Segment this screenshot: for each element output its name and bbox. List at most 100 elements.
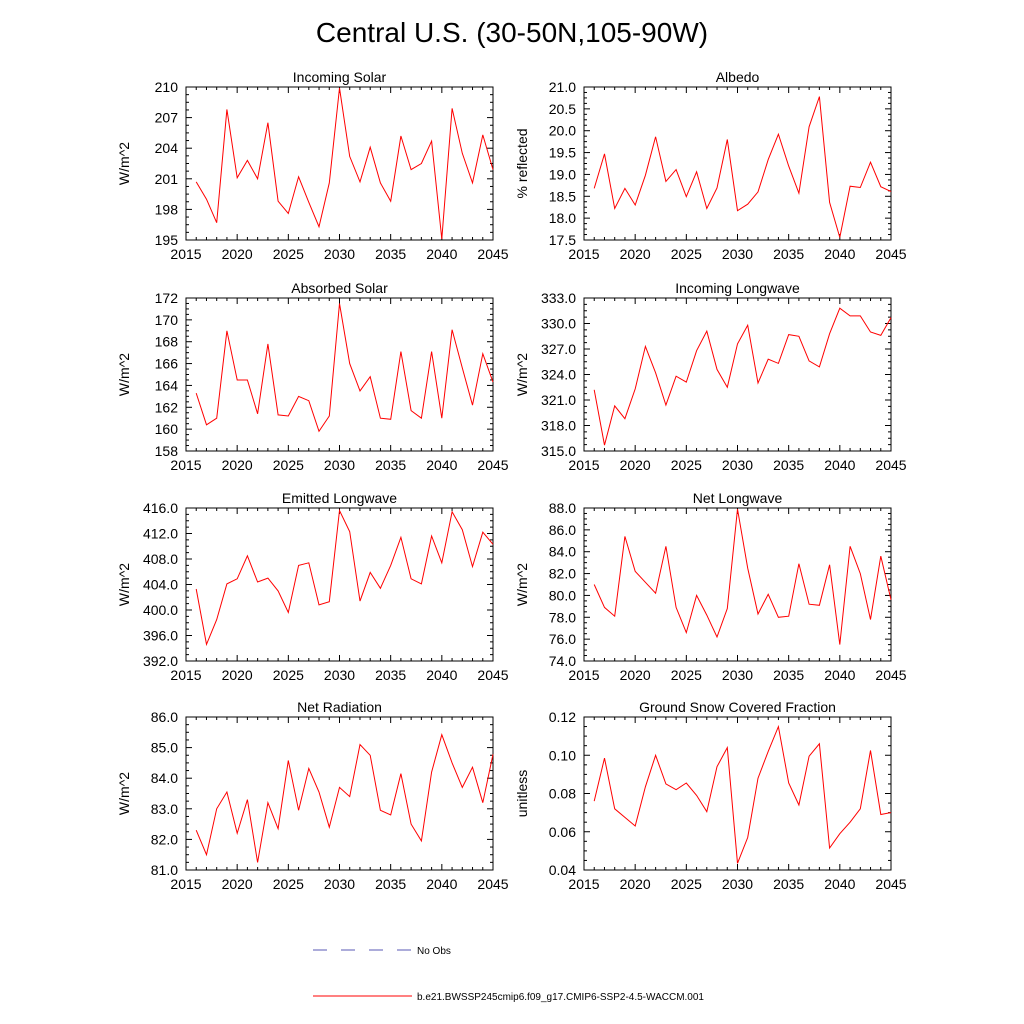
series-line <box>195 87 494 240</box>
x-tick-label: 2030 <box>324 457 355 473</box>
y-tick-label: 333.0 <box>541 290 576 306</box>
plot-frame <box>583 297 892 452</box>
y-axis-label: W/m^2 <box>116 772 132 815</box>
y-tick-label: 74.0 <box>549 653 576 669</box>
y-axis-label: W/m^2 <box>514 563 530 606</box>
chart-title: Albedo <box>716 69 760 85</box>
x-tick-label: 2030 <box>324 876 355 892</box>
x-tick-label: 2015 <box>568 876 599 892</box>
x-tick-label: 2045 <box>875 457 906 473</box>
y-tick-label: 17.5 <box>549 232 576 248</box>
y-tick-label: 160 <box>155 421 179 437</box>
y-tick-label: 164 <box>155 377 179 393</box>
y-tick-label: 412.0 <box>143 526 178 542</box>
y-tick-label: 85.0 <box>151 740 178 756</box>
x-tick-label: 2045 <box>477 876 508 892</box>
x-tick-label: 2015 <box>170 246 201 262</box>
x-tick-label: 2020 <box>222 876 253 892</box>
y-axis-label: W/m^2 <box>514 353 530 396</box>
x-tick-label: 2020 <box>222 667 253 683</box>
x-tick-label: 2020 <box>222 246 253 262</box>
chart-panel-3: Absorbed Solar W/m^2 2015 2020 2025 2030 2035 2… <box>116 280 509 473</box>
x-tick-label: 2020 <box>620 876 651 892</box>
x-tick-label: 2025 <box>671 876 702 892</box>
y-tick-label: 20.5 <box>549 101 576 117</box>
y-tick-label: 84.0 <box>151 770 178 786</box>
chart-title: Ground Snow Covered Fraction <box>639 699 836 715</box>
y-tick-label: 207 <box>155 110 179 126</box>
x-tick-label: 2040 <box>426 667 457 683</box>
series-line <box>593 96 892 238</box>
y-tick-label: 321.0 <box>541 392 576 408</box>
y-tick-label: 78.0 <box>549 609 576 625</box>
y-axis-label: W/m^2 <box>116 142 132 185</box>
y-tick-label: 21.0 <box>549 79 576 95</box>
x-tick-label: 2030 <box>324 246 355 262</box>
x-tick-label: 2025 <box>671 457 702 473</box>
chart-panel-2: Albedo % reflected 2015 2020 2025 2030 2035 204… <box>514 69 907 262</box>
x-tick-label: 2045 <box>477 457 508 473</box>
y-tick-label: 86.0 <box>549 522 576 538</box>
x-tick-label: 2040 <box>824 457 855 473</box>
y-tick-label: 20.0 <box>549 123 576 139</box>
x-tick-label: 2025 <box>671 667 702 683</box>
series-line <box>593 307 892 446</box>
series-line <box>195 733 494 863</box>
y-tick-label: 0.04 <box>549 862 576 878</box>
y-tick-label: 392.0 <box>143 653 178 669</box>
plot-frame <box>185 716 494 871</box>
y-tick-label: 416.0 <box>143 500 178 516</box>
y-tick-label: 76.0 <box>549 631 576 647</box>
x-tick-label: 2015 <box>170 667 201 683</box>
x-tick-label: 2035 <box>375 246 406 262</box>
x-tick-label: 2015 <box>170 457 201 473</box>
x-tick-label: 2015 <box>568 457 599 473</box>
chart-panel-7: Net Radiation W/m^2 2015 2020 2025 2030 2035 20… <box>116 699 509 892</box>
plot-frame <box>583 507 892 662</box>
x-tick-label: 2040 <box>426 457 457 473</box>
y-tick-label: 81.0 <box>151 862 178 878</box>
y-tick-label: 204 <box>155 140 179 156</box>
y-tick-label: 318.0 <box>541 418 576 434</box>
y-tick-label: 0.06 <box>549 824 576 840</box>
y-tick-label: 324.0 <box>541 367 576 383</box>
plot-frame <box>583 716 892 871</box>
chart-panel-8: Ground Snow Covered Fraction unitless 2015… <box>514 699 907 892</box>
chart-title: Emitted Longwave <box>282 490 397 506</box>
x-tick-label: 2040 <box>824 667 855 683</box>
x-tick-label: 2025 <box>671 246 702 262</box>
y-tick-label: 400.0 <box>143 602 178 618</box>
y-tick-label: 88.0 <box>549 500 576 516</box>
x-tick-label: 2045 <box>875 876 906 892</box>
chart-title: Absorbed Solar <box>291 280 388 296</box>
y-tick-label: 18.0 <box>549 210 576 226</box>
y-tick-label: 170 <box>155 312 179 328</box>
legend: No Obs b.e21.BWSSP245cmip6.f09_g17.CMIP6… <box>313 946 704 1003</box>
y-tick-label: 198 <box>155 201 179 217</box>
y-tick-label: 82.0 <box>549 566 576 582</box>
x-tick-label: 2035 <box>773 667 804 683</box>
x-tick-label: 2025 <box>273 667 304 683</box>
series-line <box>195 303 494 433</box>
y-tick-label: 166 <box>155 356 179 372</box>
y-tick-label: 86.0 <box>151 709 178 725</box>
y-tick-label: 0.12 <box>549 709 576 725</box>
y-axis-label: W/m^2 <box>116 563 132 606</box>
x-tick-label: 2020 <box>620 246 651 262</box>
x-tick-label: 2045 <box>875 667 906 683</box>
x-tick-label: 2040 <box>824 876 855 892</box>
chart-panel-5: Emitted Longwave W/m^2 2015 2020 2025 2030 203… <box>116 490 509 683</box>
x-tick-label: 2035 <box>773 246 804 262</box>
plot-frame <box>583 86 892 241</box>
x-tick-label: 2030 <box>722 667 753 683</box>
y-tick-label: 80.0 <box>549 587 576 603</box>
panels: Incoming Solar W/m^2 2015 2020 2025 2030 2035 2… <box>116 69 907 892</box>
x-tick-label: 2030 <box>722 876 753 892</box>
y-tick-label: 19.5 <box>549 145 576 161</box>
x-tick-label: 2020 <box>222 457 253 473</box>
chart-title: Incoming Solar <box>293 69 387 85</box>
chart-panel-1: Incoming Solar W/m^2 2015 2020 2025 2030 2035 2… <box>116 69 509 262</box>
x-tick-label: 2030 <box>324 667 355 683</box>
y-axis-label: W/m^2 <box>116 353 132 396</box>
